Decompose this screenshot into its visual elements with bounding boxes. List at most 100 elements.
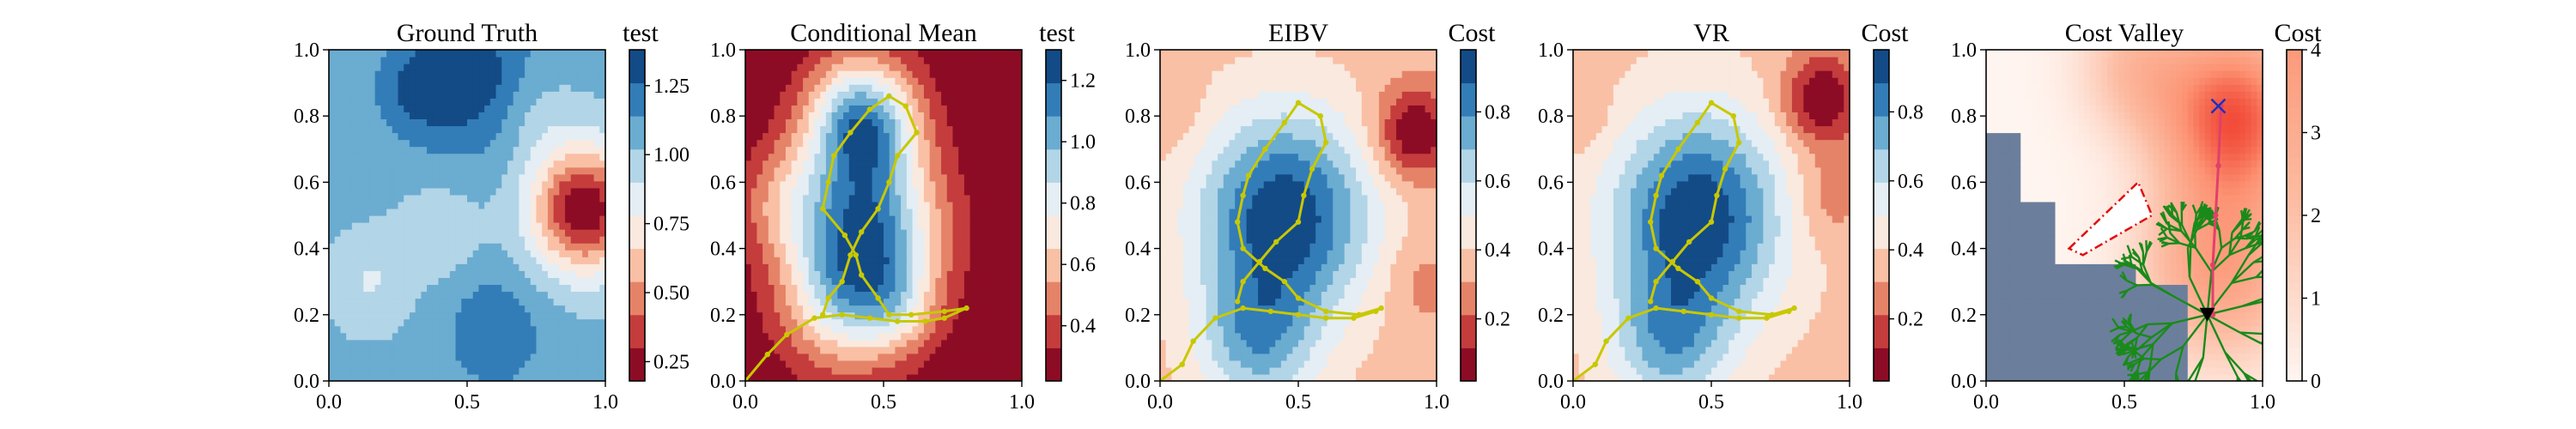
heatmap-cell: [570, 77, 578, 85]
heatmap-cell: [472, 243, 480, 251]
heatmap-cell: [351, 153, 359, 161]
x-tick-label: 0.0: [732, 391, 758, 414]
heatmap-cell: [952, 201, 959, 209]
heatmap-cell: [455, 50, 462, 57]
heatmap-cell: [449, 166, 457, 175]
heatmap-cell: [380, 70, 387, 78]
heatmap-cell: [530, 173, 538, 182]
heatmap-cell: [999, 339, 1005, 347]
heatmap-cell: [1010, 243, 1017, 251]
heatmap-cell: [854, 70, 861, 78]
heatmap-cell: [559, 284, 566, 293]
heatmap-cell: [547, 208, 555, 216]
heatmap-cell: [530, 98, 538, 106]
heatmap-cell: [918, 229, 925, 237]
heatmap-cell: [958, 366, 965, 375]
heatmap-cell: [576, 208, 583, 216]
heatmap-cell: [872, 166, 878, 175]
heatmap-cell: [929, 346, 936, 354]
heatmap-cell: [501, 229, 508, 237]
heatmap-cell: [831, 208, 838, 216]
heatmap-cell: [999, 284, 1005, 293]
heatmap-cell: [346, 284, 353, 293]
heatmap-cell: [1016, 243, 1022, 251]
heatmap-cell: [409, 311, 416, 320]
heatmap-cell: [398, 84, 404, 92]
heatmap-cell: [1016, 257, 1022, 264]
heatmap-cell: [923, 270, 931, 278]
heatmap-cell: [946, 208, 954, 216]
heatmap-cell: [993, 311, 999, 320]
heatmap-cell: [455, 132, 462, 141]
heatmap-cell: [848, 112, 856, 120]
heatmap-cell: [559, 201, 566, 209]
heatmap-cell: [432, 325, 440, 334]
heatmap-cell: [963, 153, 971, 161]
heatmap-cell: [392, 291, 399, 299]
heatmap-cell: [981, 63, 988, 71]
heatmap-cell: [519, 284, 526, 293]
heatmap-cell: [878, 139, 884, 148]
heatmap-cell: [860, 208, 867, 216]
path-point: [941, 315, 948, 321]
heatmap-cell: [975, 63, 982, 71]
heatmap-cell: [357, 146, 364, 154]
heatmap-cell: [351, 346, 359, 354]
heatmap-cell: [797, 353, 804, 361]
heatmap-cell: [750, 139, 758, 148]
heatmap-cell: [814, 366, 821, 375]
heatmap-cell: [797, 180, 804, 189]
heatmap-cell: [797, 50, 804, 57]
heatmap-cell: [918, 118, 925, 127]
heatmap-cell: [854, 180, 861, 189]
heatmap-cell: [958, 91, 965, 99]
heatmap-cell: [478, 229, 485, 237]
path-point: [764, 351, 770, 358]
heatmap-cell: [398, 139, 404, 148]
heatmap-cell: [901, 166, 908, 175]
heatmap-cell: [565, 360, 572, 368]
heatmap-cell: [969, 201, 976, 209]
heatmap-cell: [958, 180, 965, 189]
heatmap-cell: [340, 318, 347, 327]
heatmap-cell: [848, 263, 856, 271]
heatmap-cell: [958, 146, 965, 154]
heatmap-cell: [975, 311, 982, 320]
heatmap-cell: [495, 180, 502, 189]
heatmap-cell: [963, 257, 971, 264]
heatmap-cell: [791, 201, 798, 209]
heatmap-cell: [404, 139, 410, 148]
heatmap-cell: [941, 236, 948, 244]
heatmap-cell: [808, 84, 816, 92]
heatmap-cell: [519, 229, 526, 237]
heatmap-cell: [392, 277, 399, 286]
heatmap-cell: [808, 277, 816, 286]
heatmap-cell: [981, 84, 988, 92]
heatmap-cell: [780, 70, 787, 78]
heatmap-cell: [340, 180, 347, 189]
heatmap-cell: [357, 118, 364, 127]
heatmap-cell: [501, 222, 508, 230]
heatmap-cell: [1390, 366, 1397, 375]
heatmap-cell: [831, 257, 838, 264]
heatmap-cell: [461, 229, 468, 237]
heatmap-cell: [461, 173, 468, 182]
heatmap-cell: [421, 91, 428, 99]
heatmap-cell: [797, 215, 804, 223]
heatmap-cell: [923, 346, 931, 354]
heatmap-cell: [820, 112, 827, 120]
path-point: [848, 130, 854, 136]
heatmap-cell: [351, 250, 359, 257]
heatmap-cell: [553, 91, 560, 99]
heatmap-cell: [455, 201, 462, 209]
heatmap-cell: [507, 57, 514, 64]
heatmap-cell: [553, 118, 560, 127]
heatmap-cell: [432, 125, 440, 134]
heatmap-cell: [745, 91, 752, 99]
heatmap-cell: [745, 84, 752, 92]
heatmap-cell: [398, 270, 404, 278]
heatmap-cell: [987, 187, 994, 196]
heatmap-cell: [774, 332, 781, 341]
heatmap-cell: [587, 270, 595, 278]
heatmap-cell: [1321, 346, 1328, 354]
